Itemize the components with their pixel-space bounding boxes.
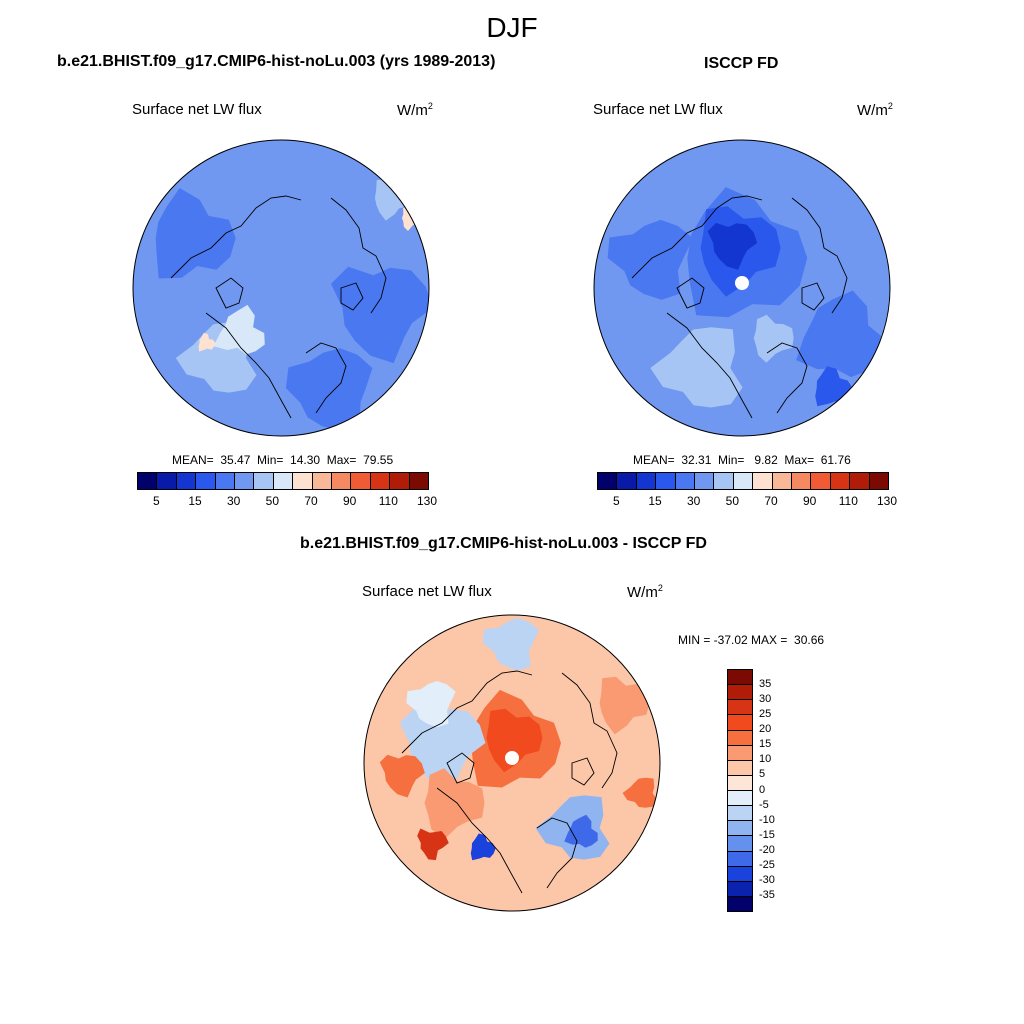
- colorbar-swatch: [176, 473, 197, 489]
- colorbar-tick-label: -20: [759, 843, 775, 856]
- colorbar-tick-label: 5: [152, 494, 160, 508]
- colorbar-swatch: [869, 473, 889, 489]
- colorbar-swatch: [850, 473, 870, 489]
- colorbar-tick-label: 130: [876, 494, 898, 508]
- colorbar-swatch: [728, 791, 752, 807]
- colorbar-swatch: [811, 473, 831, 489]
- colorbar-swatch: [733, 473, 754, 489]
- diff-field-label: Surface net LW flux: [362, 583, 492, 600]
- obs-panel-title: ISCCP FD: [704, 55, 779, 72]
- colorbar-swatch: [728, 685, 752, 701]
- model-stats: MEAN= 35.47 Min= 14.30 Max= 79.55: [172, 453, 394, 467]
- colorbar-tick-label: 15: [759, 738, 772, 751]
- colorbar-tick-label: 15: [188, 494, 202, 508]
- colorbar-tick-label: -30: [759, 873, 775, 886]
- colorbar-tick-label: 25: [759, 708, 772, 721]
- colorbar-swatch: [196, 473, 216, 489]
- colorbar-swatch: [598, 473, 618, 489]
- model-polar-map: [132, 139, 430, 437]
- colorbar-tick-label: 70: [304, 494, 318, 508]
- colorbar-tick-label: 5: [612, 494, 620, 508]
- colorbar-swatch: [215, 473, 236, 489]
- colorbar-swatch: [728, 715, 752, 731]
- colorbar-swatch: [409, 473, 429, 489]
- colorbar-swatch: [293, 473, 313, 489]
- colorbar-swatch: [617, 473, 637, 489]
- colorbar-swatch: [273, 473, 294, 489]
- model-field-label: Surface net LW flux: [132, 101, 262, 118]
- colorbar-swatch: [728, 896, 752, 911]
- colorbar-swatch: [370, 473, 391, 489]
- colorbar-tick-label: 0: [759, 783, 766, 796]
- colorbar-tick-label: 90: [342, 494, 357, 508]
- colorbar-swatch: [714, 473, 734, 489]
- colorbar-swatch: [728, 821, 752, 837]
- colorbar-swatch: [138, 473, 158, 489]
- colorbar-tick-label: 30: [759, 693, 772, 706]
- colorbar-swatch: [728, 836, 752, 852]
- diff-units-label: W/m2: [627, 583, 663, 601]
- colorbar-swatch: [656, 473, 676, 489]
- colorbar-swatch: [728, 730, 752, 746]
- colorbar-swatch: [728, 760, 752, 776]
- obs-stats: MEAN= 32.31 Min= 9.82 Max= 61.76: [633, 453, 851, 467]
- model-units-label: W/m2: [397, 101, 433, 119]
- colorbar-swatch: [728, 881, 752, 897]
- colorbar-swatch: [636, 473, 657, 489]
- colorbar-tick-label: 110: [838, 494, 858, 508]
- colorbar-swatch: [390, 473, 410, 489]
- colorbar-tick-label: 130: [416, 494, 438, 508]
- colorbar-swatch: [728, 670, 752, 686]
- colorbar-swatch: [728, 775, 752, 791]
- colorbar-tick-label: 50: [265, 494, 280, 508]
- colorbar-swatch: [830, 473, 851, 489]
- colorbar-tick-label: -25: [759, 858, 775, 871]
- colorbar-tick-label: 10: [759, 753, 772, 766]
- model-panel-title: b.e21.BHIST.f09_g17.CMIP6-hist-noLu.003 …: [57, 53, 496, 70]
- obs-polar-map: [593, 139, 891, 437]
- colorbar-swatch: [728, 700, 752, 716]
- colorbar-swatch: [332, 473, 352, 489]
- colorbar-swatch: [728, 866, 752, 882]
- colorbar-swatch: [772, 473, 793, 489]
- colorbar-swatch: [753, 473, 773, 489]
- diff-panel-title: b.e21.BHIST.f09_g17.CMIP6-hist-noLu.003 …: [300, 535, 707, 552]
- colorbar-swatch: [312, 473, 333, 489]
- obs-colorbar: [597, 472, 889, 490]
- colorbar-tick-label: 110: [378, 494, 398, 508]
- diff-colorbar: [727, 669, 753, 912]
- colorbar-tick-label: 90: [802, 494, 817, 508]
- colorbar-tick-label: 15: [648, 494, 662, 508]
- colorbar-swatch: [235, 473, 255, 489]
- colorbar-swatch: [695, 473, 715, 489]
- colorbar-tick-label: 50: [725, 494, 740, 508]
- colorbar-tick-label: -15: [759, 828, 775, 841]
- colorbar-tick-label: 20: [759, 723, 772, 736]
- diff-stats: MIN = -37.02 MAX = 30.66: [678, 633, 825, 647]
- obs-units-label: W/m2: [857, 101, 893, 119]
- colorbar-swatch: [728, 806, 752, 822]
- colorbar-tick-label: 70: [764, 494, 778, 508]
- model-colorbar: [137, 472, 429, 490]
- colorbar-swatch: [254, 473, 274, 489]
- colorbar-swatch: [728, 851, 752, 867]
- colorbar-tick-label: 35: [759, 678, 772, 691]
- main-title: DJF: [486, 12, 538, 43]
- colorbar-tick-label: -5: [759, 798, 769, 811]
- colorbar-swatch: [728, 745, 752, 761]
- colorbar-swatch: [351, 473, 371, 489]
- colorbar-tick-label: 30: [226, 494, 241, 508]
- colorbar-tick-label: -10: [759, 813, 775, 826]
- colorbar-tick-label: -35: [759, 888, 775, 901]
- colorbar-swatch: [675, 473, 696, 489]
- colorbar-tick-label: 30: [686, 494, 701, 508]
- diff-polar-map: [363, 614, 661, 912]
- colorbar-swatch: [792, 473, 812, 489]
- colorbar-swatch: [157, 473, 177, 489]
- obs-field-label: Surface net LW flux: [593, 101, 723, 118]
- colorbar-tick-label: 5: [759, 768, 766, 781]
